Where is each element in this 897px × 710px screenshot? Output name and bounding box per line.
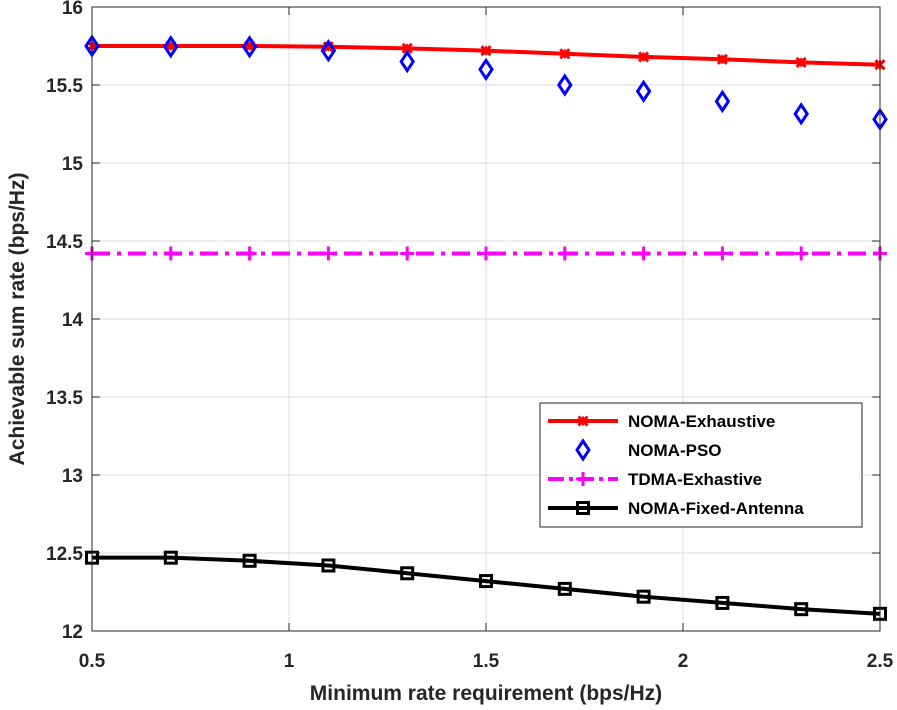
- data-point: [242, 246, 257, 261]
- data-point: [162, 35, 179, 59]
- data-point: [480, 45, 492, 57]
- legend: NOMA-Exhaustive NOMA-PSO TDMA-Exhastive NOM…: [539, 402, 863, 528]
- x-tick-label: 1: [284, 651, 295, 672]
- data-point: [320, 38, 337, 63]
- data-point: [479, 574, 493, 589]
- data-point: [241, 35, 258, 59]
- data-point: [321, 558, 336, 573]
- legend-entry: TDMA-Exhastive: [548, 470, 762, 489]
- legend-marker: [577, 415, 589, 427]
- legend-entry: NOMA-Fixed-Antenna: [548, 499, 804, 518]
- data-point: [556, 73, 573, 97]
- data-point: [715, 595, 730, 610]
- data-point: [400, 566, 415, 581]
- legend-label: NOMA-Exhaustive: [628, 412, 775, 431]
- y-tick-label: 14.5: [46, 232, 83, 253]
- legend-entry: NOMA-Exhaustive: [548, 412, 775, 431]
- data-point: [638, 51, 650, 63]
- data-point: [793, 102, 810, 126]
- data-point: [636, 246, 651, 261]
- y-tick-label: 15: [62, 154, 84, 175]
- y-tick-label: 15.5: [46, 76, 83, 97]
- legend-entry: NOMA-PSO: [575, 438, 722, 462]
- x-tick-label: 2.5: [867, 651, 894, 672]
- data-point: [559, 48, 571, 60]
- legend-label: TDMA-Exhastive: [628, 470, 762, 489]
- y-tick-label: 13: [62, 466, 83, 487]
- y-tick-label: 13.5: [46, 388, 83, 409]
- legend-marker: [576, 501, 590, 515]
- y-tick-label: 12.5: [46, 544, 83, 565]
- data-point: [794, 246, 809, 261]
- x-tick-label: 0.5: [79, 651, 106, 672]
- data-point: [714, 89, 731, 114]
- legend-label: NOMA-Fixed-Antenna: [628, 499, 804, 518]
- data-point: [557, 581, 572, 596]
- data-point: [163, 246, 178, 261]
- series-noma-fixed-antenna: [85, 550, 887, 621]
- data-point: [557, 246, 572, 261]
- x-tick-label: 1.5: [473, 651, 500, 672]
- data-point: [479, 246, 493, 261]
- data-point: [716, 53, 728, 65]
- y-tick-label: 12: [62, 622, 83, 643]
- data-point: [163, 550, 178, 565]
- data-point: [399, 49, 416, 74]
- data-point: [242, 553, 257, 568]
- data-point: [794, 602, 809, 617]
- y-axis-label: Achievable sum rate (bps/Hz): [6, 173, 29, 466]
- legend-marker: [576, 472, 590, 486]
- y-tick-label: 16: [62, 0, 83, 19]
- data-point: [795, 56, 807, 68]
- x-tick-label: 2: [678, 651, 689, 672]
- data-point: [400, 246, 415, 261]
- data-point: [715, 246, 730, 261]
- y-tick-label: 14: [62, 310, 84, 331]
- series-noma-pso: [84, 34, 888, 132]
- data-point: [636, 589, 651, 604]
- ticks: 0.5 1 1.5 2 2.5 12 12.5 13 13.5 14 14.5 15 15.5 16: [46, 0, 894, 672]
- data-point: [635, 79, 652, 103]
- data-point: [478, 57, 494, 82]
- legend-label: NOMA-PSO: [628, 441, 722, 460]
- series-line: [92, 555, 881, 616]
- data-point: [321, 246, 336, 261]
- x-axis-label: Minimum rate requirement (bps/Hz): [310, 682, 662, 705]
- legend-marker: [575, 438, 591, 462]
